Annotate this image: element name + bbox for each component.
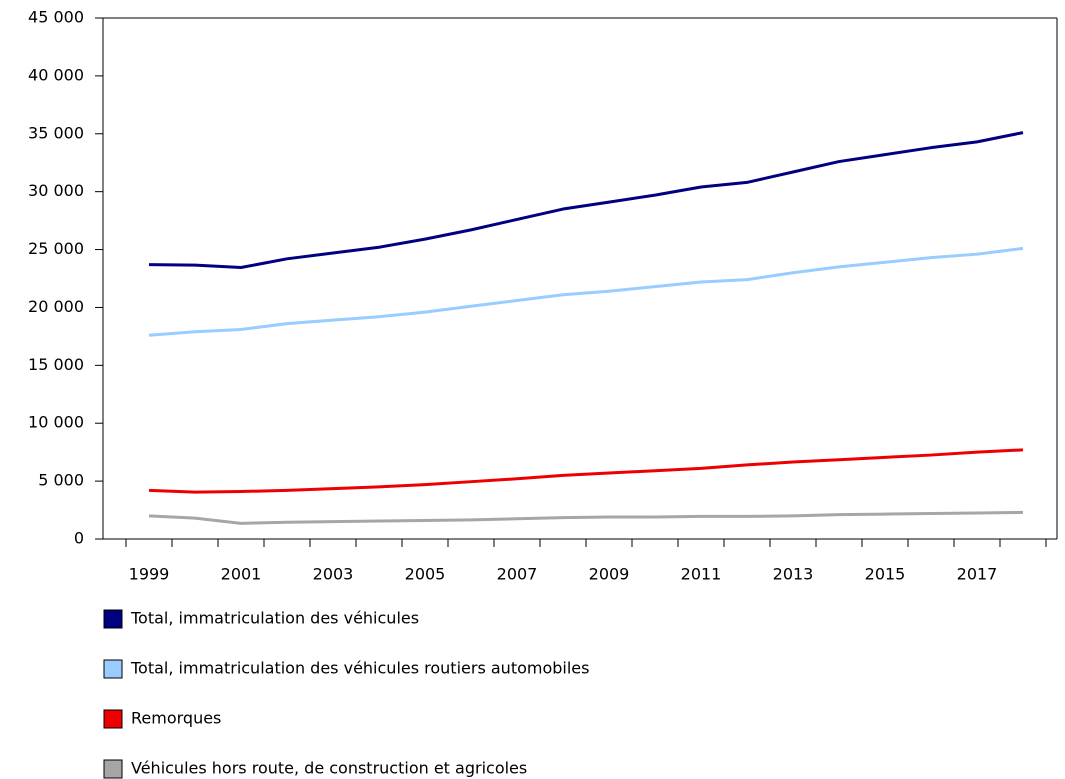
y-tick-label: 5 000 <box>38 471 84 490</box>
legend-swatch <box>103 609 123 629</box>
x-tick-label: 2009 <box>589 565 630 584</box>
x-tick-label: 2007 <box>497 565 538 584</box>
legend-swatch <box>103 659 123 679</box>
y-tick-label: 40 000 <box>28 65 84 84</box>
legend-label: Véhicules hors route, de construction et… <box>131 759 527 778</box>
x-tick-label: 2005 <box>405 565 446 584</box>
legend-label: Total, immatriculation des véhicules <box>130 609 419 628</box>
x-tick-label: 2011 <box>681 565 722 584</box>
legend-swatch <box>103 759 123 779</box>
y-tick-label: 45 000 <box>28 8 84 27</box>
x-tick-label: 1999 <box>129 565 170 584</box>
y-tick-label: 25 000 <box>28 239 84 258</box>
series-line <box>148 448 1024 494</box>
x-tick-label: 2017 <box>957 565 998 584</box>
legend-swatch <box>103 709 123 729</box>
legend-label: Total, immatriculation des véhicules rou… <box>130 659 589 678</box>
x-tick-label: 2001 <box>221 565 262 584</box>
y-tick-label: 15 000 <box>28 355 84 374</box>
x-tick-label: 2003 <box>313 565 354 584</box>
series-line <box>148 246 1024 337</box>
y-tick-label: 35 000 <box>28 123 84 142</box>
x-tick-label: 2015 <box>865 565 906 584</box>
y-tick-label: 20 000 <box>28 297 84 316</box>
legend-label: Remorques <box>131 709 221 728</box>
x-tick-label: 2013 <box>773 565 814 584</box>
y-tick-label: 10 000 <box>28 413 84 432</box>
y-tick-label: 30 000 <box>28 181 84 200</box>
y-tick-label: 0 <box>74 529 84 548</box>
series-line <box>148 131 1024 270</box>
series-line <box>148 510 1024 525</box>
